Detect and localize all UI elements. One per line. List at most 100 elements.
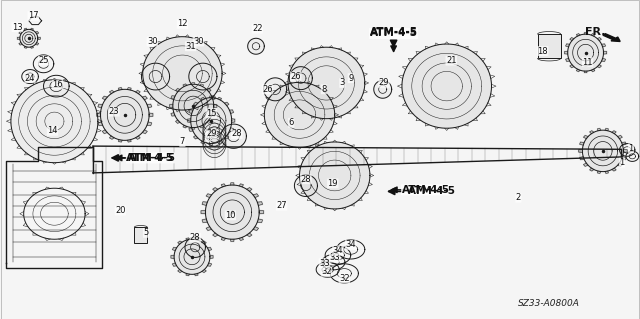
Polygon shape [203, 127, 226, 154]
Polygon shape [597, 65, 602, 68]
Polygon shape [142, 96, 147, 100]
Text: 6: 6 [289, 118, 294, 127]
Polygon shape [205, 185, 259, 239]
Polygon shape [183, 84, 187, 86]
Text: 16: 16 [52, 80, 63, 89]
Polygon shape [230, 110, 234, 114]
Polygon shape [178, 241, 182, 244]
Text: 29: 29 [379, 78, 389, 87]
Text: 7: 7 [180, 137, 185, 146]
Polygon shape [127, 88, 131, 90]
Polygon shape [100, 89, 149, 140]
Polygon shape [206, 227, 212, 231]
Polygon shape [118, 140, 122, 142]
Polygon shape [178, 270, 182, 272]
Text: 25: 25 [38, 56, 49, 65]
Polygon shape [566, 58, 570, 61]
Polygon shape [118, 88, 122, 90]
Polygon shape [294, 175, 317, 197]
Polygon shape [19, 42, 22, 45]
Polygon shape [247, 188, 252, 191]
Polygon shape [623, 149, 627, 152]
Polygon shape [19, 32, 22, 34]
Text: 21: 21 [446, 56, 456, 65]
Polygon shape [566, 44, 570, 47]
Polygon shape [225, 102, 229, 106]
Polygon shape [570, 65, 574, 68]
Polygon shape [171, 255, 174, 258]
Polygon shape [212, 233, 218, 237]
Text: 15: 15 [206, 109, 216, 118]
Polygon shape [300, 142, 370, 209]
Text: 31: 31 [186, 42, 196, 51]
Polygon shape [221, 184, 226, 187]
Text: 28: 28 [301, 175, 311, 184]
Polygon shape [239, 237, 243, 241]
Polygon shape [618, 136, 622, 139]
Polygon shape [589, 168, 594, 171]
Polygon shape [109, 136, 114, 139]
Text: 28: 28 [190, 233, 200, 242]
Polygon shape [203, 119, 226, 146]
Text: 22: 22 [252, 24, 262, 33]
Text: FR.: FR. [585, 27, 605, 37]
Text: 1: 1 [620, 158, 625, 167]
Polygon shape [20, 29, 38, 47]
Polygon shape [207, 263, 212, 266]
Polygon shape [35, 32, 38, 34]
Polygon shape [402, 44, 492, 128]
Text: 29: 29 [206, 130, 216, 138]
Text: 23: 23 [109, 107, 119, 116]
Polygon shape [612, 131, 616, 134]
Text: 24: 24 [25, 74, 35, 83]
Polygon shape [605, 171, 609, 173]
Text: 20: 20 [115, 206, 125, 215]
Polygon shape [97, 113, 100, 117]
Polygon shape [582, 130, 623, 172]
Polygon shape [212, 96, 216, 99]
Text: 32: 32 [321, 267, 332, 276]
Polygon shape [109, 90, 114, 94]
Polygon shape [201, 97, 205, 100]
Polygon shape [35, 42, 38, 45]
Text: ATM-4-5: ATM-4-5 [402, 185, 450, 195]
Text: 1: 1 [628, 144, 634, 153]
Polygon shape [584, 33, 587, 34]
Polygon shape [189, 110, 193, 114]
Polygon shape [202, 270, 206, 272]
Text: 3: 3 [340, 78, 345, 87]
Text: 27: 27 [276, 201, 287, 210]
Polygon shape [570, 38, 574, 41]
Polygon shape [127, 140, 131, 142]
Polygon shape [102, 130, 108, 134]
Polygon shape [11, 80, 98, 163]
Polygon shape [289, 67, 312, 90]
Polygon shape [374, 80, 392, 98]
FancyArrow shape [603, 34, 620, 41]
Text: ATM-4-5: ATM-4-5 [408, 186, 456, 197]
Polygon shape [200, 125, 204, 128]
Text: SZ33-A0800A: SZ33-A0800A [518, 299, 580, 308]
Polygon shape [589, 131, 594, 134]
Polygon shape [175, 88, 180, 92]
Polygon shape [288, 47, 365, 119]
Polygon shape [200, 84, 204, 86]
Text: 18: 18 [538, 47, 548, 56]
Text: 9: 9 [348, 74, 353, 83]
Polygon shape [579, 149, 582, 152]
Text: 14: 14 [47, 126, 58, 135]
Polygon shape [584, 136, 588, 139]
Polygon shape [257, 202, 262, 205]
Polygon shape [580, 142, 584, 145]
Polygon shape [207, 120, 211, 123]
Polygon shape [247, 233, 252, 237]
Text: 5: 5 [143, 228, 148, 237]
Polygon shape [24, 28, 27, 30]
Polygon shape [147, 122, 152, 126]
Text: 8: 8 [321, 85, 326, 94]
Polygon shape [193, 136, 198, 139]
Polygon shape [248, 38, 264, 54]
Polygon shape [102, 96, 108, 100]
Polygon shape [149, 113, 153, 117]
Polygon shape [221, 124, 246, 148]
